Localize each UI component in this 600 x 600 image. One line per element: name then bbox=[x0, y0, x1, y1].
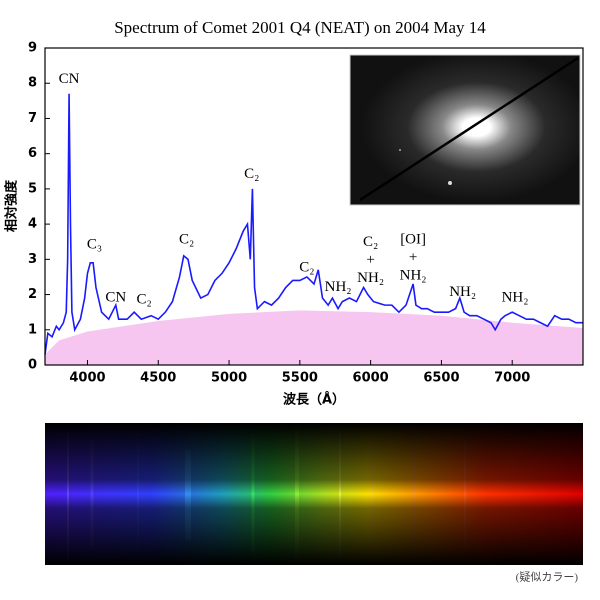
x-tick-label: 6000 bbox=[353, 371, 389, 386]
y-tick-label: 9 bbox=[28, 41, 37, 56]
annotation: NH₂ bbox=[357, 270, 384, 286]
comet-photo bbox=[349, 54, 581, 206]
x-axis-label: 波長（Å） bbox=[283, 392, 345, 408]
y-tick-label: 4 bbox=[28, 217, 37, 232]
annotation: NH₂ bbox=[400, 267, 427, 283]
annotation: C₂ bbox=[179, 231, 194, 247]
x-tick-label: 7000 bbox=[494, 371, 530, 386]
y-tick-label: 5 bbox=[28, 181, 37, 196]
y-tick-label: 1 bbox=[28, 322, 37, 337]
annotation: [OI] bbox=[400, 231, 426, 247]
y-tick-label: 7 bbox=[28, 111, 37, 126]
annotation: CN bbox=[59, 71, 80, 87]
annotation: NH₂ bbox=[449, 284, 476, 300]
y-tick-label: 6 bbox=[28, 146, 37, 161]
x-tick-label: 6500 bbox=[423, 371, 459, 386]
annotation: + bbox=[409, 249, 417, 265]
x-tick-label: 4500 bbox=[140, 371, 176, 386]
trail bbox=[359, 56, 579, 202]
y-tick-label: 3 bbox=[28, 252, 37, 267]
chart-title: Spectrum of Comet 2001 Q4 (NEAT) on 2004… bbox=[114, 18, 486, 37]
strip-shade bbox=[45, 423, 583, 565]
star bbox=[399, 149, 401, 151]
y-axis-label: 相対強度 bbox=[4, 179, 20, 232]
y-tick-label: 0 bbox=[28, 358, 37, 373]
plot-area: 0 1 2 3 4 5 6 7 8 9 4000 4500 5000 5500 6000 6500 7000 波長… bbox=[4, 41, 584, 408]
y-tick-label: 2 bbox=[28, 287, 37, 302]
inset-image bbox=[349, 54, 581, 206]
x-tick-label: 5000 bbox=[211, 371, 247, 386]
continuum-area bbox=[45, 310, 583, 365]
annotation: C₂ bbox=[136, 291, 151, 307]
annotation: C₂ bbox=[244, 166, 259, 182]
caption: (疑似カラー) bbox=[516, 571, 579, 584]
star bbox=[448, 181, 452, 185]
spectrum-strip bbox=[45, 423, 583, 565]
y-tick-label: 8 bbox=[28, 76, 37, 91]
x-tick-label: 5500 bbox=[282, 371, 318, 386]
annotation: + bbox=[366, 252, 374, 268]
plot-frame bbox=[44, 47, 584, 366]
annotation: CN bbox=[105, 290, 126, 306]
x-tick-label: 4000 bbox=[69, 371, 105, 386]
annotation: NH₂ bbox=[502, 290, 529, 306]
annotation: C₂ bbox=[299, 260, 314, 276]
annotation: NH₂ bbox=[325, 279, 352, 295]
annotation: C₂ bbox=[363, 234, 378, 250]
annotation: C₃ bbox=[87, 237, 102, 253]
spectrum-line bbox=[44, 93, 583, 355]
